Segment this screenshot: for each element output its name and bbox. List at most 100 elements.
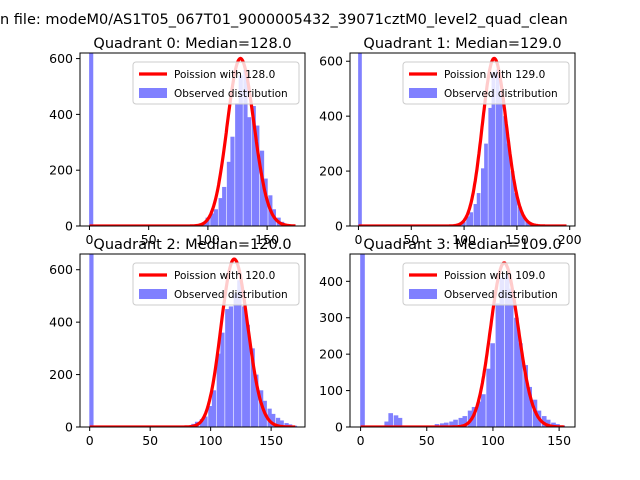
histogram-bar	[255, 125, 260, 226]
histogram-bar	[461, 221, 466, 226]
histogram-bar	[242, 306, 247, 427]
histogram-bar	[545, 419, 551, 427]
y-tick-label: 0	[65, 420, 73, 435]
legend: Poission with 109.0 Observed distribution	[402, 262, 570, 306]
axes-frame	[349, 253, 576, 428]
histogram-bar	[518, 343, 523, 427]
histogram-bar	[517, 206, 522, 226]
plot-area	[88, 53, 297, 226]
histogram-bar	[220, 332, 225, 427]
histogram-bar	[499, 277, 505, 427]
histogram-bar	[469, 212, 474, 226]
histogram-bar	[230, 136, 235, 226]
histogram-bar	[267, 408, 272, 427]
y-tick-label: 300	[319, 310, 343, 325]
x-tick-label: 150	[505, 232, 529, 247]
panel-title: Quadrant 2: Median=120.0	[93, 237, 291, 253]
x-tick-label: 50	[419, 433, 435, 448]
histogram-bar	[254, 374, 259, 427]
histogram-bar	[491, 72, 496, 226]
histogram-bar	[208, 406, 213, 427]
histogram-bar	[513, 193, 518, 226]
zero-spike-bar	[89, 254, 94, 427]
histogram-bar	[228, 306, 234, 427]
histogram-bar	[484, 143, 488, 226]
histogram-bar	[453, 419, 458, 427]
x-tick-label: 150	[259, 433, 283, 448]
histogram-bar	[506, 143, 511, 226]
histogram-bar	[260, 150, 265, 226]
y-tick-label: 200	[319, 164, 343, 179]
x-tick-label: 0	[354, 232, 362, 247]
histogram-bar	[393, 415, 399, 427]
histogram-bar	[481, 394, 486, 427]
panel-3: 0 50 100 150 0 100 200 300 400 Quadrant 3: Median…	[319, 237, 576, 448]
histogram-bar	[473, 204, 478, 226]
histogram-bar	[498, 91, 503, 226]
axes-frame	[79, 253, 306, 428]
histogram-bar	[440, 423, 445, 427]
axes-frame	[79, 52, 306, 227]
histogram-bar	[226, 161, 231, 226]
histogram-bar	[503, 116, 507, 226]
histogram-bar	[203, 416, 208, 427]
legend-label-poisson: Poission with 128.0	[174, 69, 275, 81]
histogram-bar	[246, 117, 252, 226]
histogram-bar	[384, 421, 390, 427]
y-tick-label: 0	[335, 420, 343, 435]
figure-suptitle: n file: modeM0/AS1T05_067T01_9000005432_…	[0, 12, 568, 28]
panel-1: 0 50 100 150 200 0 200 400 600 Quadrant 1: Median…	[319, 36, 582, 247]
histogram-bar	[218, 198, 223, 226]
histogram-bar	[510, 171, 515, 226]
histogram-bar	[458, 417, 464, 427]
histogram-bar	[225, 309, 230, 427]
histogram-bar	[250, 348, 255, 427]
histogram-bar	[521, 215, 525, 226]
histogram-bar	[263, 178, 268, 226]
x-tick-label: 100	[199, 433, 223, 448]
legend-label-observed: Observed distribution	[174, 289, 288, 301]
histogram-bar	[477, 401, 482, 427]
x-tick-label: 100	[481, 433, 505, 448]
histogram-bar	[284, 423, 289, 427]
histogram-bar	[476, 193, 481, 226]
histogram-bar	[271, 413, 276, 427]
histogram-bar	[275, 417, 281, 427]
poisson-curve	[357, 56, 568, 226]
histogram-bar	[508, 288, 514, 427]
histogram-bar	[466, 216, 470, 226]
histogram-bar	[541, 416, 547, 427]
histogram-bar	[237, 280, 242, 427]
y-tick-label: 600	[319, 54, 343, 69]
panel-title: Quadrant 3: Median=109.0	[363, 237, 561, 253]
legend-patch-swatch	[409, 289, 437, 299]
histogram-bar	[486, 368, 491, 427]
x-tick-label: 150	[547, 433, 571, 448]
histogram-bar	[243, 69, 248, 226]
panel-title: Quadrant 0: Median=128.0	[93, 36, 291, 52]
histogram-bar	[251, 106, 256, 226]
histogram-bar	[480, 168, 485, 226]
x-tick-label: 200	[558, 232, 582, 247]
y-tick-label: 200	[49, 367, 73, 382]
zero-spike-bar	[360, 254, 365, 427]
y-tick-label: 600	[49, 51, 73, 66]
x-tick-label: 100	[196, 232, 220, 247]
panels: 0 50 100 150 0 200 400 600 Quadrant 0: Median=12…	[49, 36, 582, 448]
panel-0: 0 50 100 150 0 200 400 600 Quadrant 0: Median=12…	[49, 36, 306, 247]
y-tick-label: 200	[319, 347, 343, 362]
x-tick-label: 0	[85, 232, 93, 247]
histogram-bar	[495, 69, 500, 226]
poisson-curve	[88, 257, 297, 427]
histogram-bar	[259, 390, 264, 427]
plot-area	[359, 254, 566, 427]
histogram-bar	[388, 413, 394, 427]
y-tick-label: 0	[65, 219, 73, 234]
legend-patch-swatch	[139, 289, 167, 299]
histogram-bar	[490, 343, 495, 427]
histogram-bar	[523, 365, 529, 427]
legend-label-poisson: Poission with 109.0	[444, 270, 545, 282]
poisson-curve	[359, 261, 566, 427]
histogram-bar	[213, 209, 218, 226]
